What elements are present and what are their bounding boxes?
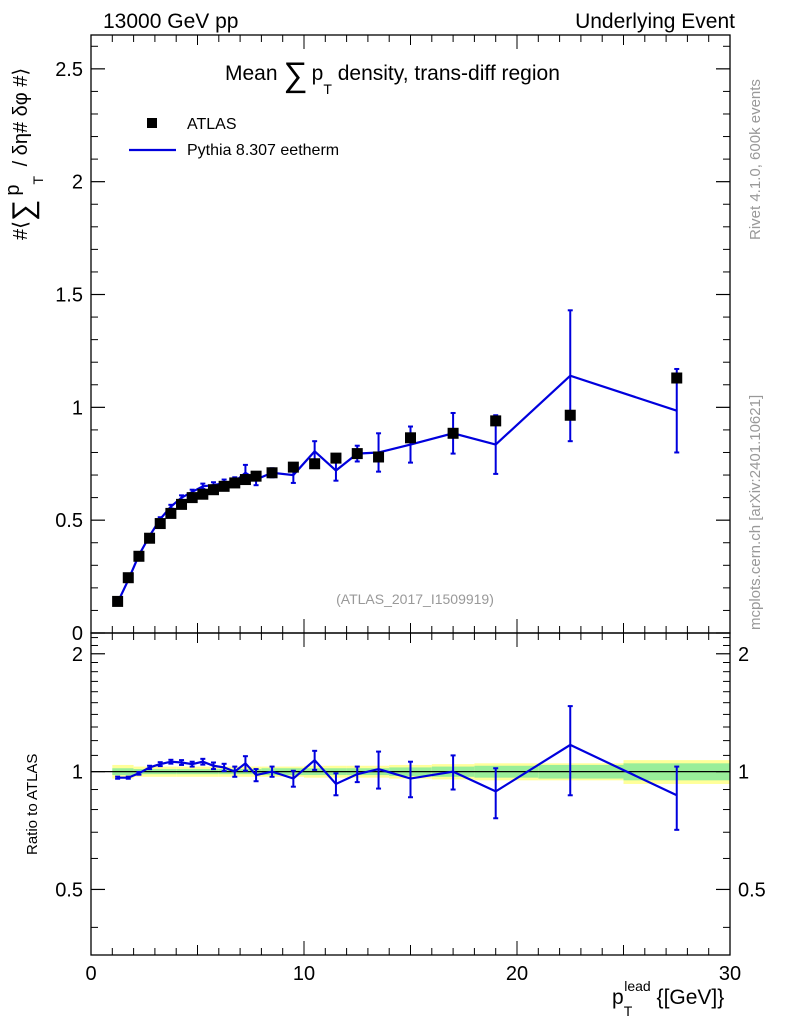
atlas-data-points	[112, 372, 683, 607]
atlas-data-point	[330, 452, 342, 464]
atlas-data-point	[144, 532, 156, 544]
ratio-xtick-label: 10	[293, 963, 315, 985]
atlas-data-point	[239, 474, 251, 486]
atlas-data-point	[351, 448, 363, 460]
ylabel-sum-symbol: ∑	[7, 200, 40, 221]
atlas-data-point	[122, 572, 134, 584]
mcplots-label: mcplots.cern.ch [arXiv:2401.10621]	[747, 395, 764, 630]
mc-error-bars	[115, 309, 680, 605]
atlas-data-point	[186, 492, 198, 504]
title-sub-T: T	[323, 81, 332, 97]
ylabel-prefix: #⟨	[10, 221, 32, 240]
ratio-xtick-label: 20	[506, 963, 528, 985]
atlas-data-point	[154, 518, 166, 530]
ylabel-rest: / δη# δφ #⟩	[10, 68, 32, 172]
ratio-ytick-label-left: 1	[72, 762, 83, 784]
main-panel: 00.511.522.5 Mean ∑ pT density, trans-dif…	[2, 34, 731, 645]
atlas-data-point	[165, 507, 177, 519]
header-left-label: 13000 GeV pp	[103, 10, 238, 33]
atlas-data-point	[447, 427, 459, 439]
xlabel-sup-lead: lead	[624, 978, 650, 994]
main-ytick-label: 1.5	[55, 285, 83, 307]
analysis-id-annotation: (ATLAS_2017_I1509919)	[336, 591, 494, 607]
title-p: p	[312, 62, 324, 85]
main-ytick-label: 2.5	[55, 59, 83, 81]
atlas-data-point	[564, 409, 576, 421]
main-ytick-label: 0.5	[55, 510, 83, 532]
ratio-xlabel: pTlead {[GeV]}	[612, 978, 724, 1019]
ratio-ytick-label-left: 0.5	[55, 879, 83, 901]
title-sum-symbol: ∑	[283, 56, 307, 94]
ratio-panel: 0.5 0.5 1 1 2 2 0 10 20 30 Ratio to ATLAS pTlead…	[24, 632, 766, 1019]
atlas-data-point	[133, 550, 145, 562]
atlas-data-point	[490, 415, 502, 427]
atlas-data-point	[112, 595, 124, 607]
xlabel-p: p	[612, 986, 624, 1009]
legend-atlas-label: ATLAS	[187, 116, 237, 133]
ratio-ytick-labels: 0.5 0.5 1 1 2 2	[55, 644, 766, 902]
atlas-data-point	[197, 488, 209, 500]
ylabel-sub-T: T	[30, 176, 46, 185]
ratio-ytick-label-left: 2	[72, 644, 83, 666]
atlas-data-point	[405, 432, 416, 444]
atlas-data-point	[373, 451, 385, 463]
ratio-ytick-label-right: 0.5	[738, 879, 766, 901]
atlas-data-point	[250, 470, 262, 482]
main-ytick-label: 0	[72, 623, 83, 645]
ratio-xtick-label: 30	[719, 963, 741, 985]
main-axis-ticks	[90, 35, 731, 634]
ratio-frame	[90, 632, 731, 956]
atlas-data-point	[218, 480, 230, 492]
xlabel-unit: {[GeV]}	[651, 986, 725, 1009]
main-ytick-labels: 0 0.5 1 1.5 2 2.5	[55, 59, 83, 645]
main-ytick-label: 2	[72, 172, 83, 194]
ratio-ylabel: Ratio to ATLAS	[24, 754, 41, 855]
xlabel-sub-T: T	[624, 1003, 633, 1019]
ratio-ytick-label-right: 1	[738, 762, 749, 784]
ratio-xtick-labels: 0 10 20 30	[85, 963, 741, 985]
ratio-ytick-label-right: 2	[738, 644, 749, 666]
ratio-xtick-label: 0	[85, 963, 96, 985]
rivet-label: Rivet 4.1.0, 600k events	[747, 79, 764, 240]
header-right-label: Underlying Event	[575, 10, 735, 33]
atlas-data-point	[287, 461, 299, 473]
title-part-mean: Mean	[225, 62, 283, 85]
main-ylabel: #⟨∑ pT / δη# δφ #⟩	[2, 68, 46, 240]
atlas-data-point	[207, 484, 219, 496]
ratio-mc-series-line	[117, 743, 678, 797]
main-title: Mean ∑ pT density, trans-diff region	[225, 56, 560, 97]
atlas-data-point	[229, 477, 241, 489]
atlas-data-point	[176, 498, 188, 510]
title-rest: density, trans-diff region	[332, 62, 560, 85]
legend-mc-label: Pythia 8.307 eetherm	[187, 142, 339, 159]
legend-atlas-marker	[147, 118, 157, 128]
atlas-data-point	[671, 372, 683, 384]
ylabel-p: p	[2, 185, 24, 196]
atlas-data-point	[309, 458, 321, 470]
atlas-data-point	[266, 467, 278, 479]
main-ytick-label: 1	[72, 397, 83, 419]
